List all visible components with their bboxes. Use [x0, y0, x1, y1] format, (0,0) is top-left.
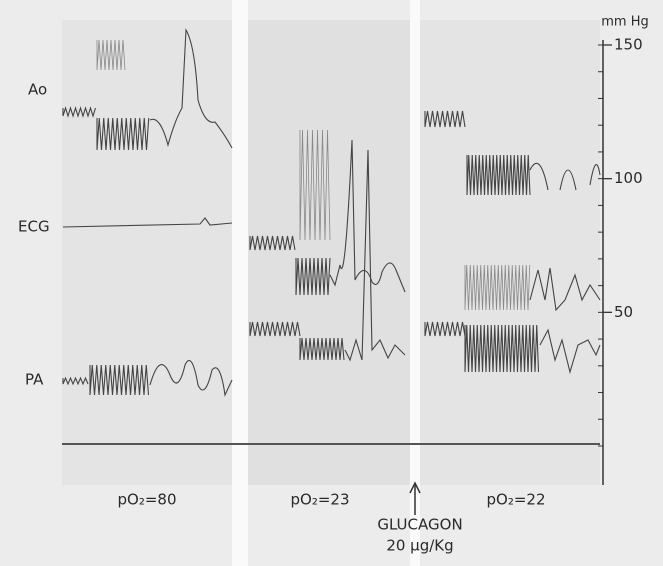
axis-unit: mm Hg — [601, 15, 649, 30]
traces — [62, 28, 601, 397]
trace — [249, 321, 301, 337]
trace — [96, 39, 126, 71]
y-tick-label: 50 — [614, 303, 633, 321]
trace — [344, 149, 406, 362]
panel-bg — [62, 20, 232, 485]
panel-label: pO₂=80 — [118, 491, 177, 509]
trace — [529, 162, 601, 191]
annotation: GLUCAGON — [377, 516, 462, 534]
arrow-head — [409, 481, 421, 494]
trace — [329, 139, 406, 293]
trace — [299, 129, 331, 241]
trace — [299, 337, 345, 361]
trace — [149, 28, 233, 149]
y-tick-label: 100 — [614, 169, 643, 187]
trace — [464, 324, 540, 373]
trace — [89, 364, 150, 396]
annotation: 20 µg/Kg — [386, 537, 453, 555]
trace — [424, 110, 466, 128]
gap — [232, 0, 248, 566]
panel-label: pO₂=23 — [291, 491, 350, 509]
trace — [466, 154, 531, 196]
trace — [249, 235, 296, 251]
y-tick-label: 150 — [614, 36, 643, 54]
trace — [62, 106, 97, 118]
trace-label: PA — [25, 371, 44, 389]
trace — [149, 360, 233, 397]
trace — [464, 264, 531, 311]
trace — [295, 257, 331, 296]
panel-label: pO₂=22 — [487, 491, 546, 509]
trace — [539, 328, 601, 375]
trace — [62, 376, 89, 386]
panel-bg — [248, 20, 410, 485]
trace — [96, 117, 150, 151]
trace — [529, 267, 601, 312]
panel-bg — [420, 20, 600, 485]
trace-label: ECG — [18, 218, 50, 236]
trace — [424, 321, 466, 337]
trace — [62, 217, 233, 228]
trace-label: Ao — [28, 81, 47, 99]
gap — [410, 0, 420, 566]
